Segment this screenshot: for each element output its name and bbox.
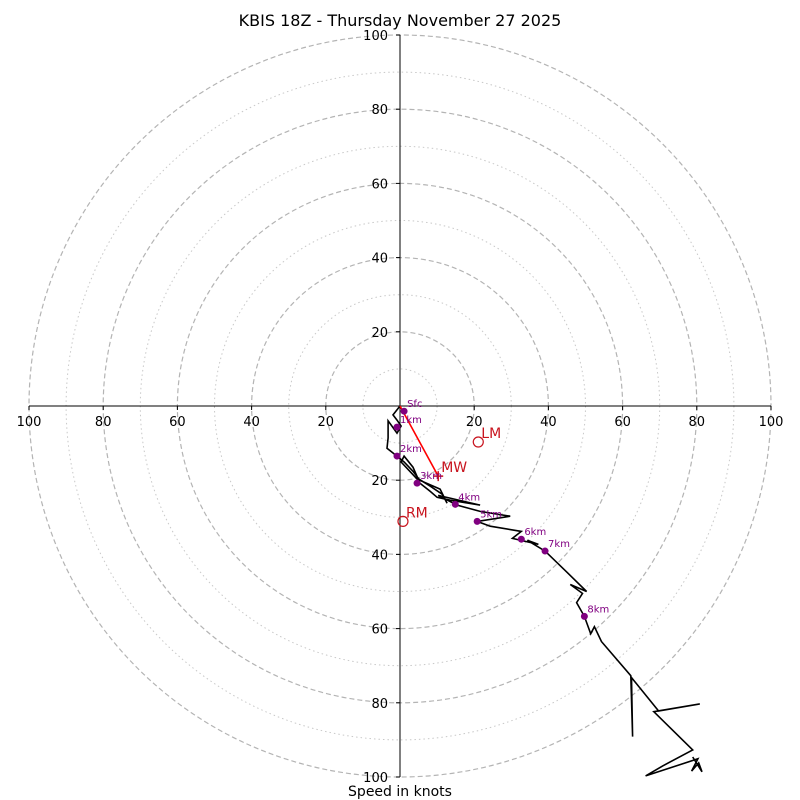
height-marker-8km	[580, 612, 588, 620]
height-label-1km: 1km	[400, 415, 422, 426]
height-label-sfc: Sfc	[407, 399, 422, 410]
y-tick-label: 80	[371, 697, 388, 712]
height-marker-1km	[393, 423, 401, 431]
x-tick-label: 100	[759, 415, 784, 430]
y-tick-label: 60	[371, 623, 388, 638]
y-tick-label: 20	[371, 474, 388, 489]
y-tick-label: 20	[371, 326, 388, 341]
x-tick-label: 100	[17, 415, 42, 430]
y-tick-label: 100	[363, 29, 388, 44]
x-tick-label: 60	[614, 415, 631, 430]
storm-motion: MW LM RM	[397, 405, 501, 527]
height-label-4km: 4km	[458, 492, 480, 503]
x-tick-label: 80	[689, 415, 706, 430]
storm-marker-mw	[433, 471, 444, 482]
y-tick-label: 60	[371, 177, 388, 192]
height-marker-7km	[541, 547, 549, 555]
height-label-7km: 7km	[548, 539, 570, 550]
height-label-5km: 5km	[480, 509, 502, 520]
storm-label-lm: LM	[481, 426, 501, 442]
y-tick-label: 100	[363, 771, 388, 786]
height-label-8km: 8km	[587, 604, 609, 615]
height-marker-2km	[393, 452, 401, 460]
x-tick-label: 60	[169, 415, 186, 430]
storm-label-mw: MW	[441, 460, 467, 476]
x-tick-label: 20	[466, 415, 483, 430]
height-marker-6km	[517, 535, 525, 543]
height-marker-4km	[451, 500, 459, 508]
y-tick-label: 40	[371, 252, 388, 267]
height-label-6km: 6km	[524, 527, 546, 538]
x-tick-label: 40	[540, 415, 557, 430]
storm-marker-lm	[472, 436, 484, 448]
storm-motion-vector	[399, 405, 439, 477]
chart-title: KBIS 18Z - Thursday November 27 2025	[239, 11, 562, 30]
x-axis-label: Speed in knots	[348, 784, 452, 800]
y-tick-label: 40	[371, 548, 388, 563]
height-label-3km: 3km	[420, 471, 442, 482]
x-tick-label: 80	[95, 415, 112, 430]
storm-marker-rm	[397, 515, 409, 527]
x-tick-label: 40	[243, 415, 260, 430]
x-tick-label: 20	[318, 415, 335, 430]
storm-label-rm: RM	[406, 505, 428, 521]
hodograph-line	[386, 405, 703, 777]
hodograph-trace	[386, 405, 703, 777]
height-marker-5km	[473, 517, 481, 525]
y-tick-label: 80	[371, 103, 388, 118]
height-label-2km: 2km	[400, 444, 422, 455]
height-marker-3km	[413, 479, 421, 487]
height-marker-sfc	[400, 407, 408, 415]
tick-labels: 100 80 60 40 20 20 40 60 80 100 100 80 60 40 20 20 40 60 8…	[17, 29, 784, 786]
